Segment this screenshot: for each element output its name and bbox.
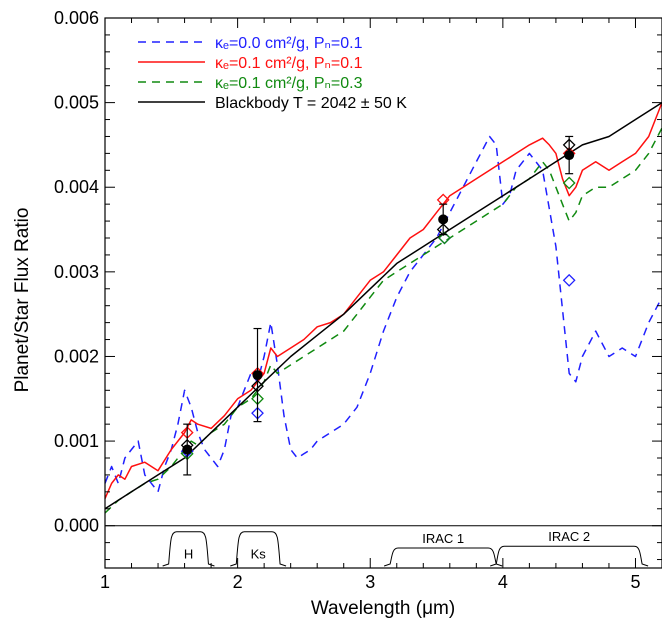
y-tick-label-4: 0.003 xyxy=(54,262,99,282)
x-tick-label-3: 3 xyxy=(365,572,375,592)
y-tick-label-1: 0.000 xyxy=(54,516,99,536)
legend-label-series-3: κₑ=0.1 cm²/g, Pₙ=0.3 xyxy=(215,75,363,92)
x-tick-label-1: 1 xyxy=(100,572,110,592)
x-axis-title: Wavelength (μm) xyxy=(311,598,455,619)
data-markers xyxy=(180,135,576,476)
filter-curve-4 xyxy=(490,545,649,567)
filter-curve-3 xyxy=(383,547,503,567)
y-axis-title: Planet/Star Flux Ratio xyxy=(12,208,33,393)
series-line-1 xyxy=(104,135,662,493)
y-tick-label-7: 0.006 xyxy=(54,8,99,28)
y-tick-label-6: 0.005 xyxy=(54,93,99,113)
band-average-marker-1-4 xyxy=(562,273,576,287)
legend-label-series-1: κₑ=0.0 cm²/g, Pₙ=0.1 xyxy=(215,35,363,52)
series-line-3 xyxy=(104,127,662,514)
filter-label-3: IRAC 1 xyxy=(422,531,464,546)
x-tick-label-4: 4 xyxy=(498,572,508,592)
observation-point-1 xyxy=(182,444,193,455)
filter-label-2: Ks xyxy=(251,547,267,562)
observation-point-4 xyxy=(564,150,575,161)
band-average-marker-3-4 xyxy=(562,176,576,190)
y-tick-label-5: 0.004 xyxy=(54,177,99,197)
filter-label-4: IRAC 2 xyxy=(548,529,590,544)
band-average-marker-3-3 xyxy=(438,231,451,245)
observation-point-2 xyxy=(252,370,263,381)
y-tick-label-2: 0.001 xyxy=(54,431,99,451)
filter-transmission-curves: H Ks IRAC 1 IRAC 2 xyxy=(162,529,649,567)
legend: κₑ=0.0 cm²/g, Pₙ=0.1 κₑ=0.1 cm²/g, Pₙ=0.… xyxy=(138,35,407,112)
x-tick-label-2: 2 xyxy=(233,572,243,592)
filter-curve-1 xyxy=(162,531,215,567)
observation-point-3 xyxy=(438,214,449,225)
legend-label-series-2: κₑ=0.1 cm²/g, Pₙ=0.1 xyxy=(215,55,363,72)
filter-curve-2 xyxy=(230,531,287,567)
x-tick-label-5: 5 xyxy=(630,572,640,592)
series-line-2 xyxy=(104,102,662,499)
filter-label-1: H xyxy=(184,547,193,562)
axes: 1 2 3 4 5 0.000 0.001 0.002 0.003 0.004 0.005 0.006 xyxy=(54,8,662,592)
plot-frame xyxy=(104,17,662,569)
y-tick-label-3: 0.002 xyxy=(54,346,99,366)
legend-label-series-4: Blackbody T = 2042 ± 50 K xyxy=(215,95,407,112)
